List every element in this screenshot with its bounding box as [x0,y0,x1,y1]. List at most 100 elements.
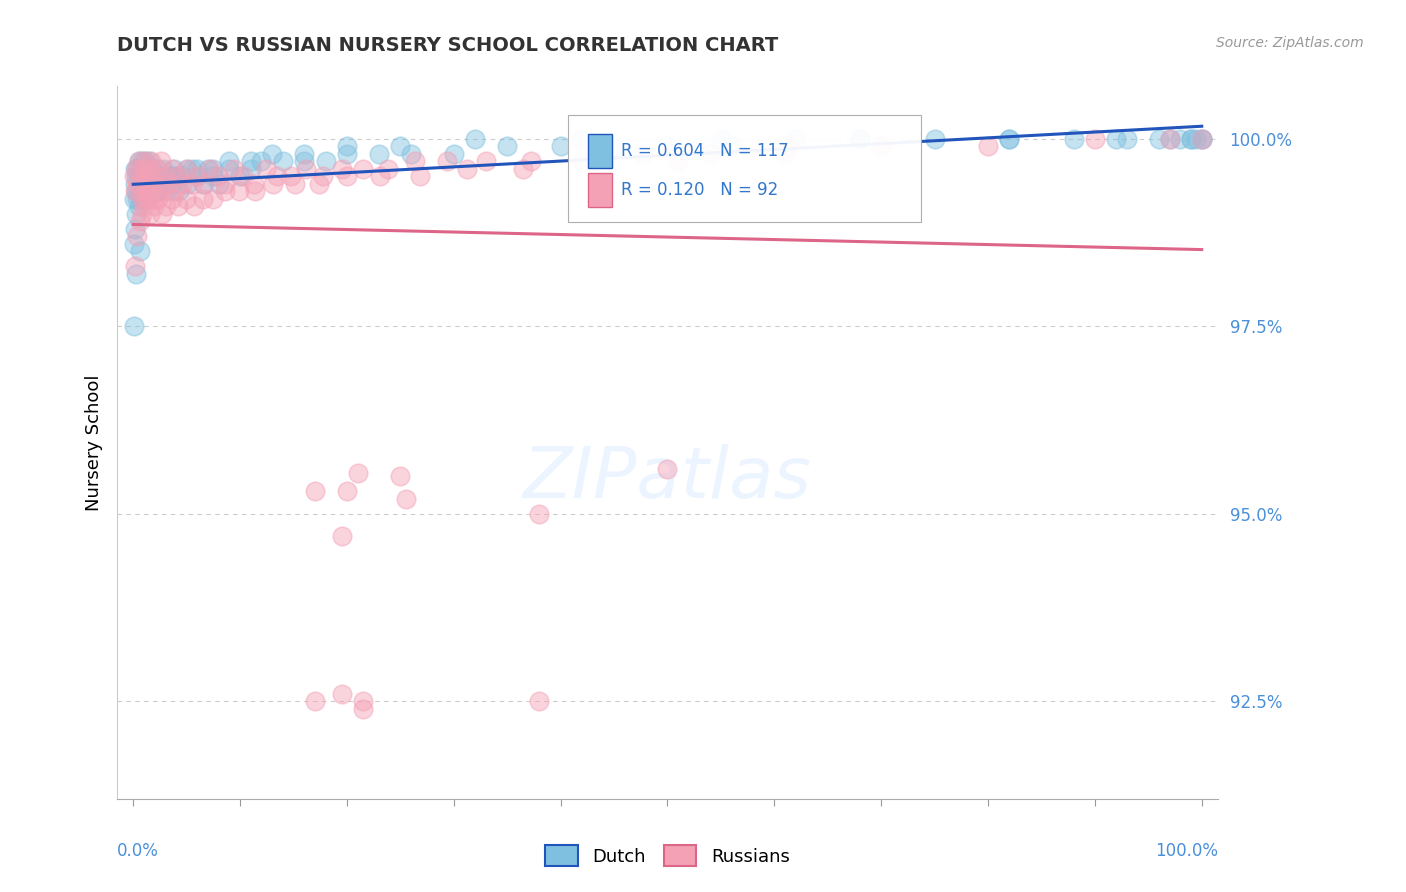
Point [1105,132,1128,146]
Point [191,177,214,191]
Point [138,185,160,199]
Point [198,161,221,176]
Point [145,185,167,199]
Point [977,139,1000,153]
Point [1170,132,1192,146]
Point [124,177,146,191]
Point [176,177,198,191]
Point [710,132,733,146]
Point [155,199,177,213]
Point [167,199,190,213]
Point [191,192,214,206]
Point [284,177,307,191]
Point [186,169,208,184]
Point [148,177,170,191]
Point [280,169,302,184]
Point [155,169,177,184]
Point [389,139,412,153]
Point [125,267,148,281]
Point [720,139,742,153]
Point [125,207,148,221]
Point [464,132,486,146]
Point [218,161,240,176]
Point [135,185,157,199]
Point [395,491,418,506]
Point [254,161,277,176]
Point [132,161,155,176]
Point [132,169,155,184]
Point [304,484,326,499]
Point [183,199,205,213]
Point [214,185,236,199]
Point [138,161,160,176]
Point [136,192,159,206]
Point [165,169,187,184]
Text: 0.0%: 0.0% [117,842,159,860]
Point [529,507,551,521]
Point [160,161,183,176]
Point [176,161,198,176]
Point [159,169,181,184]
Point [136,169,159,184]
Point [550,139,572,153]
Point [785,132,807,146]
Point [571,154,593,169]
FancyBboxPatch shape [588,134,613,169]
Point [136,192,159,206]
Point [368,146,391,161]
Point [1063,132,1085,146]
Text: R = 0.120   N = 92: R = 0.120 N = 92 [621,181,779,199]
Point [315,154,337,169]
Point [475,154,498,169]
Point [1159,132,1181,146]
Point [172,169,194,184]
Point [172,177,194,191]
Point [143,169,166,184]
Point [152,185,174,199]
Point [849,132,872,146]
Point [202,169,225,184]
Point [207,169,229,184]
Point [129,169,152,184]
Point [657,139,679,153]
Point [143,192,166,206]
Point [139,207,162,221]
Point [127,161,149,176]
Point [160,177,183,191]
Point [157,177,180,191]
Point [155,169,177,184]
Point [155,169,177,184]
Point [243,185,266,199]
Point [160,192,183,206]
Text: Source: ZipAtlas.com: Source: ZipAtlas.com [1216,36,1364,50]
Point [181,177,204,191]
Point [163,185,186,199]
Point [271,154,294,169]
Point [222,161,245,176]
Point [131,192,153,206]
Point [125,161,148,176]
Point [135,185,157,199]
Point [389,469,412,483]
Point [132,192,155,206]
Point [132,185,155,199]
Point [125,169,148,184]
Point [773,146,796,161]
Point [139,185,162,199]
Point [138,154,160,169]
Point [134,177,156,191]
Point [129,161,152,176]
FancyBboxPatch shape [568,115,921,222]
Point [167,169,190,184]
Point [132,199,155,213]
Point [262,177,284,191]
Point [181,161,204,176]
Point [346,466,368,480]
Point [295,161,318,176]
Point [239,161,262,176]
Point [132,161,155,176]
Legend: Dutch, Russians: Dutch, Russians [536,836,799,875]
Point [149,169,172,184]
Point [136,192,159,206]
Point [1116,132,1139,146]
